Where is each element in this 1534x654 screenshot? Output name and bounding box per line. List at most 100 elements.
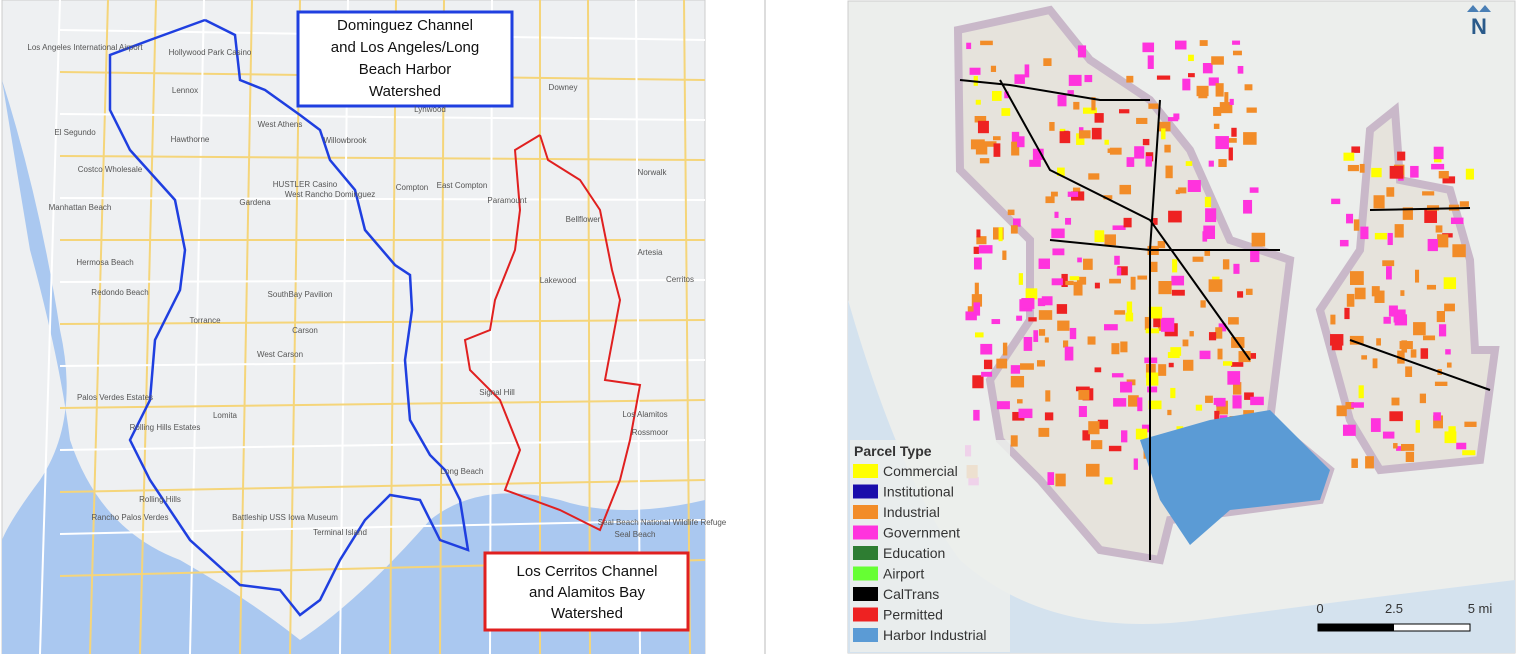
road: [139, 0, 157, 654]
parcel: [1353, 219, 1360, 231]
parcel: [1157, 241, 1166, 249]
parcel: [1218, 323, 1227, 332]
place-label: Seal Beach National Wildlife Refuge: [598, 518, 727, 527]
parcel: [1137, 397, 1143, 412]
parcel: [1004, 91, 1009, 99]
place-label: Rossmoor: [632, 428, 669, 437]
parcel: [1120, 381, 1133, 393]
parcel: [1424, 209, 1438, 223]
parcel: [1434, 156, 1442, 163]
parcel: [1462, 450, 1476, 456]
parcel: [1243, 132, 1257, 145]
parcel: [1067, 90, 1074, 95]
parcel: [1401, 340, 1408, 353]
parcel: [1114, 310, 1126, 315]
parcel: [969, 67, 981, 75]
place-label: Norwalk: [638, 168, 668, 177]
parcel: [1331, 198, 1341, 205]
parcel: [1038, 427, 1050, 437]
parcel: [1033, 330, 1039, 342]
place-label: Artesia: [638, 248, 663, 257]
parcel: [1351, 146, 1361, 153]
parcel: [1024, 64, 1030, 78]
parcel: [1400, 290, 1405, 296]
parcel: [1065, 217, 1072, 225]
parcel: [1164, 144, 1171, 153]
parcel: [1436, 311, 1446, 323]
road: [59, 399, 706, 409]
parcel: [1134, 146, 1145, 159]
parcel: [1188, 54, 1194, 62]
legend-title: Parcel Type: [854, 443, 932, 459]
parcel: [1351, 458, 1358, 468]
parcel: [1103, 195, 1113, 200]
parcel: [972, 375, 984, 389]
parcel: [1450, 217, 1464, 225]
parcel: [1419, 393, 1427, 404]
parcel: [1094, 282, 1100, 289]
parcel: [1136, 117, 1148, 124]
parcel: [993, 227, 1004, 240]
parcel: [1171, 275, 1185, 286]
parcel: [1222, 259, 1230, 270]
parcel: [1051, 228, 1065, 239]
parcel: [1076, 133, 1085, 145]
parcel: [1142, 138, 1150, 146]
parcel: [1400, 443, 1415, 451]
place-label: Redondo Beach: [91, 288, 148, 297]
place-label: Palos Verdes Estates: [77, 393, 153, 402]
parcel: [1358, 385, 1364, 399]
parcel: [1389, 411, 1403, 422]
parcel: [1153, 314, 1161, 328]
parcel: [1433, 146, 1444, 160]
parcel: [1014, 74, 1025, 84]
parcel: [1013, 218, 1021, 227]
parcel: [1123, 217, 1132, 228]
road: [339, 0, 349, 654]
road: [189, 0, 205, 654]
watershed-label: Los Cerritos Channel: [517, 563, 658, 580]
parcel: [1204, 196, 1212, 208]
road: [89, 0, 109, 654]
parcel: [1111, 373, 1124, 378]
scale-label: 0: [1316, 601, 1323, 616]
place-label: West Athens: [258, 120, 303, 129]
parcel: [1219, 102, 1233, 114]
parcel: [1059, 131, 1071, 144]
parcel: [1018, 408, 1033, 419]
parcel: [1073, 281, 1083, 296]
parcel: [1386, 266, 1392, 280]
parcel: [1161, 128, 1166, 140]
parcel: [1189, 331, 1194, 337]
legend-swatch: [853, 525, 878, 540]
parcel: [1339, 239, 1349, 247]
parcel: [1119, 184, 1132, 195]
parcel: [1025, 288, 1038, 300]
parcel: [1021, 298, 1035, 309]
legend-swatch: [853, 546, 878, 560]
parcel: [1043, 58, 1052, 66]
parcel: [1084, 74, 1093, 83]
dominguez-boundary: [108, 18, 470, 617]
parcel: [1227, 371, 1241, 385]
parcel: [1091, 127, 1102, 140]
road: [389, 0, 397, 654]
parcel: [1208, 160, 1214, 167]
parcel: [1205, 208, 1217, 223]
parcel: [1120, 341, 1128, 353]
parcel: [1057, 94, 1067, 107]
parcel: [973, 246, 980, 254]
parcel: [1394, 224, 1404, 238]
place-label: Lennox: [172, 86, 198, 95]
parcel: [1345, 402, 1354, 410]
parcel: [1149, 261, 1158, 273]
parcel: [1346, 213, 1354, 224]
legend-label: Education: [883, 545, 945, 561]
parcel: [990, 65, 997, 72]
parcel: [1167, 117, 1179, 122]
parcel: [1178, 187, 1187, 194]
parcel: [1232, 395, 1242, 409]
parcel: [1237, 65, 1244, 74]
parcel: [1382, 260, 1395, 267]
road: [289, 0, 301, 654]
